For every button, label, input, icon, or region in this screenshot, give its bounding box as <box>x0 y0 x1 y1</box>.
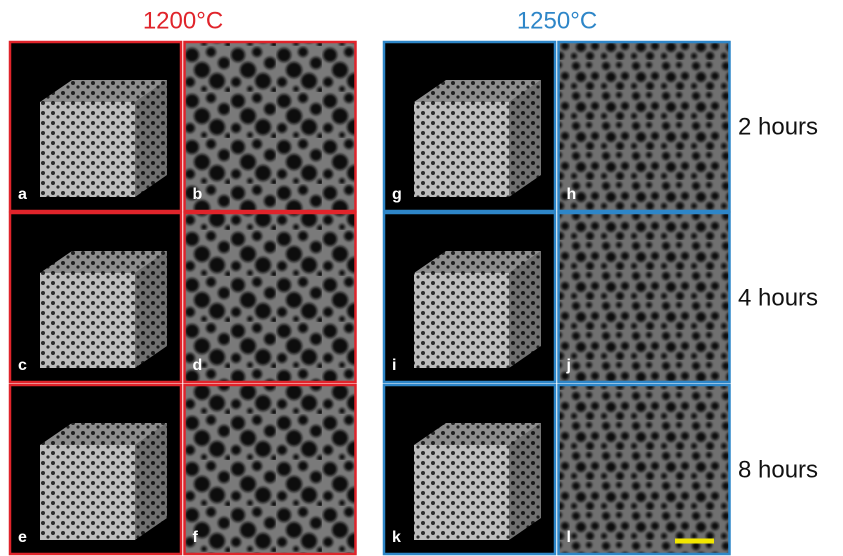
column-header: 1200°C <box>143 7 223 34</box>
panel-image <box>559 213 730 382</box>
panel-image <box>559 42 730 211</box>
panel-label: e <box>18 529 27 546</box>
panel-label: k <box>392 529 401 546</box>
panel: a <box>10 42 181 211</box>
panel-label: i <box>392 357 396 374</box>
panel-image <box>185 385 356 554</box>
cube-front <box>414 273 509 368</box>
cube-front <box>414 445 509 540</box>
panel: i <box>384 213 555 382</box>
figure: 1200°C a b c d e f 1250°C g h i j k l 2 hours 4 hours 8 … <box>0 0 843 556</box>
row-label: 2 hours <box>738 113 818 140</box>
panel: f <box>185 385 356 554</box>
panel: e <box>10 385 181 554</box>
panel-label: b <box>193 186 203 203</box>
cube-front <box>40 445 135 540</box>
panel-label: h <box>567 186 577 203</box>
panel-label: c <box>18 357 27 374</box>
panel-image <box>185 213 356 382</box>
panel: h <box>559 42 730 211</box>
panel: l <box>559 385 730 554</box>
panel-label: f <box>193 529 199 546</box>
panel-label: d <box>193 357 203 374</box>
row-label: 4 hours <box>738 284 818 311</box>
panel: g <box>384 42 555 211</box>
panel: j <box>559 213 730 382</box>
panel-image <box>559 385 730 554</box>
panel: d <box>185 213 356 382</box>
panel-label: a <box>18 186 27 203</box>
panel-label: l <box>567 529 571 546</box>
column-header: 1250°C <box>517 7 597 34</box>
panel: k <box>384 385 555 554</box>
panel-label: j <box>566 357 571 374</box>
cube-front <box>40 273 135 368</box>
panel: c <box>10 213 181 382</box>
panel-image <box>185 42 356 211</box>
panel: b <box>185 42 356 211</box>
cube-front <box>414 102 509 197</box>
row-label: 8 hours <box>738 456 818 483</box>
cube-front <box>40 102 135 197</box>
panel-label: g <box>392 186 402 203</box>
